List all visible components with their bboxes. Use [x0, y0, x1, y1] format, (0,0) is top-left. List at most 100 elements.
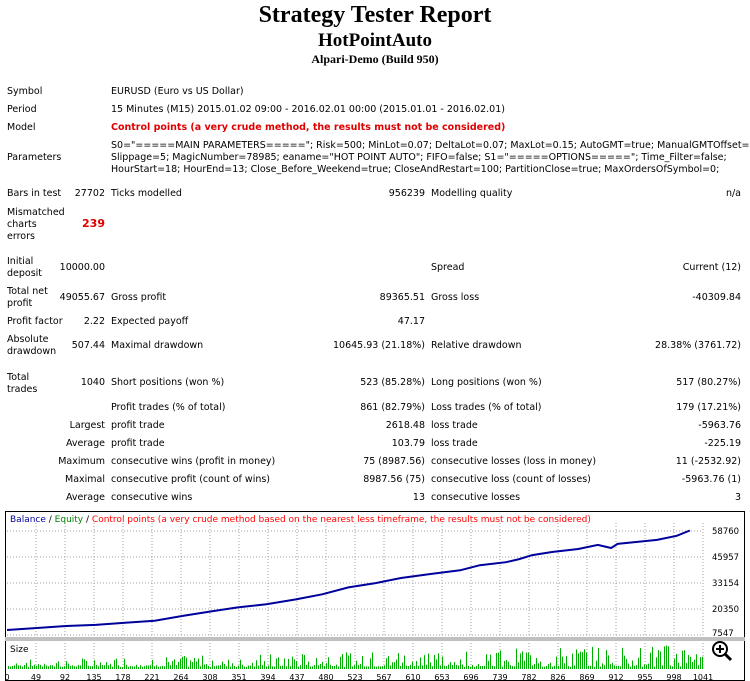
size-bar — [160, 666, 161, 669]
size-bar — [458, 665, 459, 669]
size-bar — [672, 666, 673, 669]
size-bar — [354, 665, 355, 669]
bars-value: 27702 — [74, 188, 105, 199]
size-bar — [212, 660, 213, 669]
grossloss-label: Gross loss — [431, 292, 480, 303]
size-bar — [584, 649, 585, 669]
size-bar — [540, 661, 541, 669]
size-bar — [488, 660, 489, 669]
size-bar — [472, 665, 473, 669]
size-bar — [480, 666, 481, 669]
x-tick-label: 49 — [31, 673, 41, 681]
size-bar — [184, 656, 185, 669]
size-bar — [232, 663, 233, 669]
size-bar — [578, 653, 579, 669]
size-bar — [382, 666, 383, 669]
size-bar — [396, 659, 397, 669]
size-bar — [606, 650, 607, 669]
reldd-value: 28.38% (3761.72) — [655, 340, 741, 351]
size-bar — [522, 651, 523, 669]
size-bar — [566, 655, 567, 669]
size-bar — [266, 666, 267, 669]
trades-value: 1040 — [80, 377, 105, 388]
size-bar — [130, 666, 131, 669]
grossprofit-label: Gross profit — [111, 292, 167, 303]
long-value: 517 (80.27%) — [676, 377, 741, 388]
size-bar — [442, 656, 443, 669]
size-bar — [434, 655, 435, 669]
size-bar — [228, 659, 229, 669]
x-tick-label: 437 — [289, 673, 304, 681]
size-bar — [628, 663, 629, 669]
long-label: Long positions (won %) — [431, 377, 542, 388]
size-bar — [638, 657, 639, 669]
size-bar — [96, 665, 97, 669]
size-bar — [156, 665, 157, 669]
size-bar — [552, 666, 553, 669]
average-loss-label: loss trade — [431, 438, 478, 449]
size-bar — [58, 661, 59, 669]
zoom-icon[interactable] — [712, 641, 733, 662]
size-bar — [68, 663, 69, 669]
size-bar — [494, 666, 495, 669]
size-bar — [274, 666, 275, 669]
deposit-label-2: deposit — [7, 268, 43, 279]
y-tick-label: 20350 — [712, 605, 739, 615]
ep-label: Expected payoff — [111, 316, 189, 327]
size-bar — [660, 651, 661, 669]
size-bar — [422, 665, 423, 669]
x-tick-label: 653 — [434, 673, 449, 681]
size-bar — [378, 666, 379, 669]
size-bar — [482, 666, 483, 669]
size-bar — [44, 663, 45, 669]
size-bar — [216, 665, 217, 669]
size-bar — [618, 665, 619, 669]
size-bar — [120, 666, 121, 669]
trades-label-1: Total — [7, 372, 30, 383]
size-bar — [318, 665, 319, 669]
parameters-line-3: HourStart=18; HourEnd=13; Close_Before_W… — [111, 164, 720, 175]
size-bar — [142, 666, 143, 669]
mismatch-label-1: Mismatched — [7, 207, 65, 218]
size-bar — [370, 658, 371, 669]
size-bar — [206, 664, 207, 669]
size-bar — [292, 656, 293, 669]
x-tick-label: 264 — [173, 673, 188, 681]
size-bar — [662, 665, 663, 669]
size-bar — [346, 652, 347, 669]
size-bar — [204, 664, 205, 669]
size-bar — [690, 656, 691, 669]
size-bar — [308, 661, 309, 669]
maximal-label: Maximal — [65, 474, 105, 485]
size-bar — [500, 650, 501, 669]
size-bar — [174, 659, 175, 669]
size-bar — [282, 665, 283, 669]
size-bar — [454, 661, 455, 669]
size-bar — [304, 654, 305, 669]
x-tick-label: 696 — [463, 673, 478, 681]
size-bar — [192, 661, 193, 669]
max-wins-label: consecutive wins (profit in money) — [111, 456, 276, 467]
size-bar — [158, 666, 159, 669]
size-bar — [246, 666, 247, 669]
maximum-label: Maximum — [58, 456, 105, 467]
size-bar — [642, 666, 643, 669]
size-bar — [428, 653, 429, 669]
x-tick-label: 869 — [579, 673, 594, 681]
size-bar — [344, 666, 345, 669]
size-bar — [696, 654, 697, 669]
size-bar — [178, 661, 179, 669]
x-tick-label: 826 — [550, 673, 565, 681]
x-tick-label: 221 — [144, 673, 159, 681]
largest-label: Largest — [69, 420, 105, 431]
mismatch-label-2: charts — [7, 219, 37, 230]
size-bar — [556, 656, 557, 669]
size-bar — [46, 665, 47, 669]
size-bar — [368, 666, 369, 669]
size-bars — [8, 645, 703, 669]
size-bar — [412, 661, 413, 669]
size-bar — [550, 662, 551, 669]
size-bar — [474, 666, 475, 669]
size-bar — [694, 659, 695, 669]
size-bar — [146, 665, 147, 669]
